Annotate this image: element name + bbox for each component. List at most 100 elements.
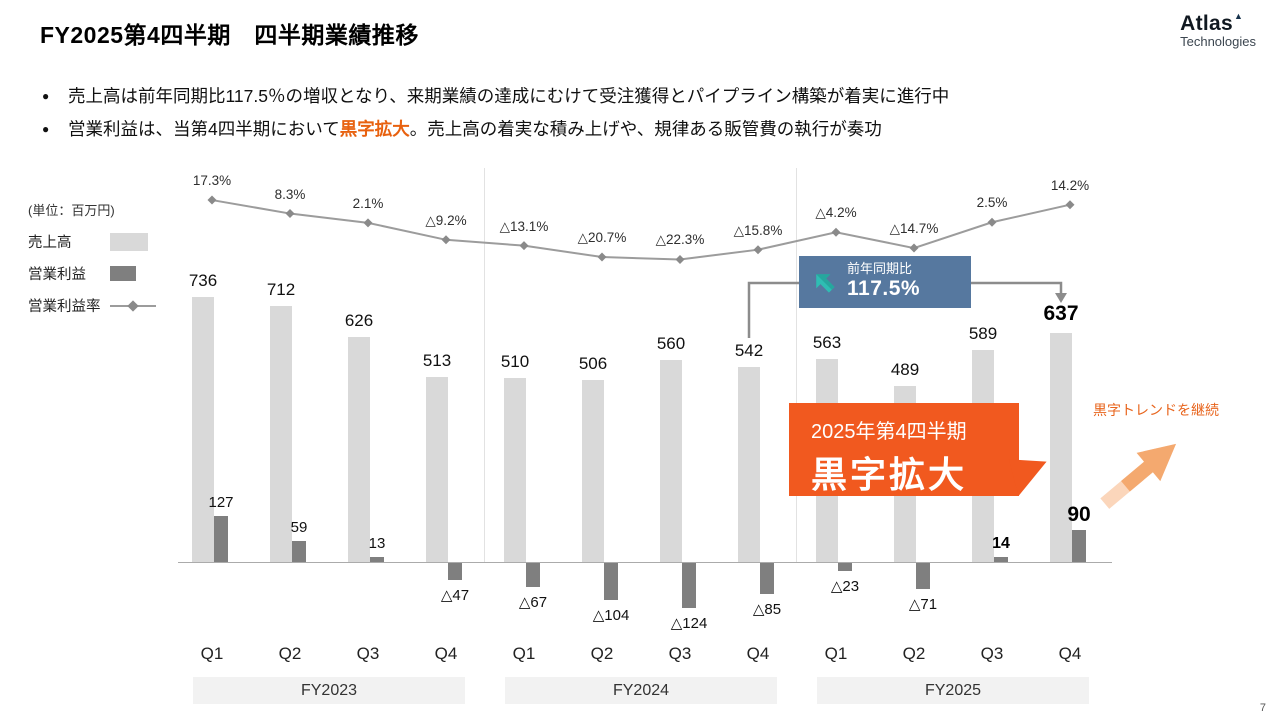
margin-label: △9.2% [425,212,467,228]
margin-label: △14.7% [889,221,939,237]
revenue-value-label: 489 [890,359,920,379]
revenue-bar [1050,332,1072,562]
profit-bar [604,563,618,601]
trend-note: 黒字トレンドを継続 [1093,402,1219,418]
profit-value-label: △124 [670,614,708,632]
bullet-profit: 営業利益は、当第4四半期において黒字拡大。売上高の着実な積み上げや、規律ある販管… [42,113,949,146]
margin-label: △20.7% [577,230,627,246]
teal-up-arrow-icon [816,274,835,293]
margin-diamond-marker [597,252,607,262]
revenue-value-label: 736 [188,271,218,291]
chart-legend: (単位：百万円) 売上高 営業利益 営業利益率 [28,200,156,327]
profit-bar [448,563,462,580]
legend-revenue-swatch [110,232,148,251]
margin-diamond-marker [987,217,997,227]
revenue-bar [270,305,292,562]
unit-note: (単位：百万円) [28,203,115,218]
margin-label: △4.2% [815,205,857,221]
legend-profit-label: 営業利益 [28,267,86,283]
x-axis-quarter-label: Q3 [668,644,692,663]
profit-bar [1072,529,1086,562]
yoy-value: 117.5% [847,277,921,301]
yoy-callout: 前年同期比 117.5% [799,256,971,308]
revenue-bar [738,366,760,562]
revenue-value-label: 626 [344,310,374,330]
revenue-value-label: 712 [266,279,296,299]
summary-bullets: 売上高は前年同期比117.5％の増収となり、来期業績の達成にむけて受注獲得とパイ… [42,80,949,146]
x-axis-quarter-label: Q2 [278,644,302,663]
revenue-value-label: 560 [656,334,686,354]
revenue-value-label: 506 [578,353,608,373]
x-axis-quarter-label: Q4 [1058,644,1082,663]
bullet-profit-pre: 営業利益は、当第4四半期において [68,119,340,139]
profit-value-label: 59 [290,518,308,536]
profit-value-label: 127 [208,494,234,512]
revenue-bar [660,360,682,562]
margin-diamond-marker [1065,200,1075,210]
x-axis-quarter-label: Q2 [902,644,926,663]
profit-bar [916,563,930,589]
legend-margin-line-swatch [110,299,156,312]
legend-margin-label: 営業利益率 [28,299,101,315]
x-axis-line [178,562,1112,563]
margin-diamond-marker [675,254,685,264]
revenue-bar [426,377,448,562]
profit-bar [994,556,1008,562]
bullet-profit-highlight: 黒字拡大 [339,119,410,139]
x-axis-quarter-label: Q3 [980,644,1004,663]
profit-value-label: △85 [752,600,782,618]
x-axis-quarter-label: Q4 [434,644,458,663]
profit-bar [370,557,384,562]
margin-label: 14.2% [1050,177,1090,193]
profit-bar [214,516,228,562]
revenue-bar [504,378,526,562]
legend-item-revenue: 売上高 [28,231,156,252]
highlight-line2: 黒字拡大 [811,454,968,495]
margin-diamond-marker [363,218,373,228]
fiscal-year-band: FY2024 [505,677,777,704]
logo-name: Atlas [1180,12,1233,35]
margin-diamond-marker [753,245,763,255]
bullet-profit-post: 。売上高の着実な積み上げや、規律ある販管費の執行が奏功 [409,119,882,139]
margin-label: △15.8% [733,222,783,238]
profit-bar [292,540,306,562]
margin-diamond-marker [441,235,451,245]
x-axis-quarter-label: Q4 [746,644,770,663]
profit-bar [760,563,774,594]
revenue-value-label: 589 [968,323,998,343]
margin-diamond-marker [519,241,529,251]
x-axis-quarter-label: Q3 [356,644,380,663]
x-axis-quarter-label: Q2 [590,644,614,663]
legend-profit-swatch [110,266,136,281]
yoy-label: 前年同期比 [847,261,913,277]
margin-diamond-marker [285,209,295,219]
profit-bar [526,563,540,588]
fiscal-year-band: FY2023 [193,677,465,704]
margin-label: △13.1% [499,218,549,234]
profit-value-label: △104 [592,607,630,625]
margin-label: 2.1% [352,195,384,211]
fy-separator [796,168,797,562]
profit-bar [682,563,696,608]
logo-triangle-icon: ▲ [1233,11,1243,21]
yoy-connector-arrowhead [1055,293,1067,303]
revenue-bar [348,336,370,562]
profit-value-label: △67 [518,594,548,612]
highlight-line1: 2025年第4四半期 [811,421,967,443]
x-axis-quarter-label: Q1 [200,644,224,663]
fiscal-year-band: FY2025 [817,677,1089,704]
company-logo: Atlas▲ Technologies [1180,11,1256,50]
legend-revenue-label: 売上高 [28,235,72,251]
margin-label: 2.5% [976,195,1008,211]
profit-value-label: △71 [908,595,938,613]
x-axis-quarter-label: Q1 [824,644,848,663]
page-title: FY2025第4四半期 四半期業績推移 [40,22,419,48]
trend-up-arrow-icon [1100,443,1177,509]
profit-value-label: 13 [368,535,386,553]
legend-item-margin: 営業利益率 [28,295,156,316]
revenue-value-label: 542 [734,340,764,360]
logo-subtitle: Technologies [1180,34,1256,50]
